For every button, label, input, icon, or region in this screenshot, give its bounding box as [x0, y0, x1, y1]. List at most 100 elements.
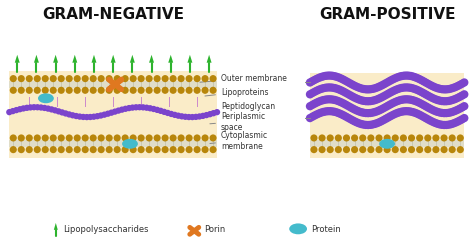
Circle shape — [50, 87, 57, 94]
Circle shape — [98, 76, 105, 83]
Circle shape — [129, 87, 137, 94]
Circle shape — [449, 96, 457, 105]
Circle shape — [330, 97, 339, 105]
Circle shape — [310, 112, 319, 120]
Circle shape — [411, 98, 419, 106]
Circle shape — [24, 105, 30, 112]
Circle shape — [418, 89, 426, 97]
Circle shape — [308, 101, 316, 110]
Circle shape — [196, 114, 202, 120]
Circle shape — [371, 97, 379, 105]
Circle shape — [82, 76, 89, 83]
Circle shape — [362, 121, 370, 130]
Circle shape — [391, 110, 399, 119]
Circle shape — [380, 81, 388, 89]
Circle shape — [457, 135, 464, 142]
Circle shape — [310, 100, 319, 108]
Circle shape — [105, 111, 111, 117]
Text: Periplasmic
space: Periplasmic space — [210, 112, 265, 131]
Circle shape — [377, 94, 386, 102]
Circle shape — [137, 76, 145, 83]
Circle shape — [447, 85, 455, 93]
Circle shape — [395, 85, 403, 93]
Polygon shape — [207, 55, 211, 64]
Circle shape — [368, 109, 377, 117]
Circle shape — [460, 114, 468, 123]
Circle shape — [200, 113, 206, 119]
Text: Cytoplasmic
membrane: Cytoplasmic membrane — [210, 131, 268, 150]
Circle shape — [58, 87, 65, 94]
Circle shape — [154, 146, 161, 153]
Circle shape — [409, 85, 417, 93]
Circle shape — [447, 109, 455, 117]
Text: GRAM-POSITIVE: GRAM-POSITIVE — [319, 7, 456, 22]
Circle shape — [460, 79, 468, 87]
Circle shape — [90, 146, 97, 153]
Circle shape — [408, 146, 415, 153]
Circle shape — [427, 117, 435, 125]
Circle shape — [108, 110, 115, 116]
Circle shape — [415, 111, 424, 119]
Circle shape — [122, 146, 129, 153]
Circle shape — [377, 106, 386, 114]
Circle shape — [333, 85, 341, 93]
Circle shape — [368, 97, 377, 106]
Circle shape — [122, 135, 129, 142]
Circle shape — [319, 146, 326, 153]
Circle shape — [438, 121, 446, 130]
Circle shape — [344, 114, 352, 122]
Circle shape — [413, 98, 421, 107]
Circle shape — [409, 73, 417, 81]
Circle shape — [424, 104, 433, 112]
Circle shape — [346, 104, 355, 112]
Circle shape — [312, 99, 321, 107]
Circle shape — [146, 87, 153, 94]
Circle shape — [454, 106, 462, 114]
Circle shape — [402, 108, 410, 116]
Circle shape — [122, 76, 129, 83]
Circle shape — [10, 135, 17, 142]
Circle shape — [146, 146, 153, 153]
Circle shape — [364, 86, 372, 94]
Circle shape — [413, 110, 421, 118]
Circle shape — [342, 89, 350, 98]
Circle shape — [339, 76, 347, 84]
Circle shape — [442, 110, 450, 118]
Circle shape — [328, 84, 337, 92]
Circle shape — [18, 135, 25, 142]
Circle shape — [319, 108, 328, 117]
Circle shape — [337, 87, 346, 95]
Circle shape — [114, 87, 121, 94]
Circle shape — [364, 110, 372, 118]
Circle shape — [337, 75, 346, 83]
Circle shape — [375, 119, 383, 127]
Polygon shape — [34, 55, 39, 64]
Bar — [310, 73, 464, 129]
Bar — [9, 71, 217, 158]
Circle shape — [210, 76, 217, 83]
Circle shape — [308, 78, 316, 86]
Circle shape — [182, 114, 189, 120]
Circle shape — [375, 135, 383, 142]
Circle shape — [140, 105, 146, 111]
Text: GRAM-NEGATIVE: GRAM-NEGATIVE — [42, 7, 184, 22]
Circle shape — [368, 85, 377, 94]
Circle shape — [382, 80, 390, 88]
Circle shape — [451, 107, 459, 115]
Polygon shape — [91, 55, 96, 64]
Circle shape — [433, 120, 442, 128]
Circle shape — [73, 135, 81, 142]
Circle shape — [458, 92, 466, 100]
Circle shape — [306, 91, 314, 99]
Circle shape — [344, 79, 352, 87]
Circle shape — [380, 116, 388, 124]
Circle shape — [66, 135, 73, 142]
Circle shape — [442, 98, 450, 106]
Circle shape — [342, 113, 350, 121]
Circle shape — [386, 89, 395, 97]
Circle shape — [398, 84, 406, 93]
Circle shape — [73, 146, 81, 153]
Circle shape — [321, 108, 330, 116]
Circle shape — [306, 103, 314, 111]
Circle shape — [106, 87, 113, 94]
